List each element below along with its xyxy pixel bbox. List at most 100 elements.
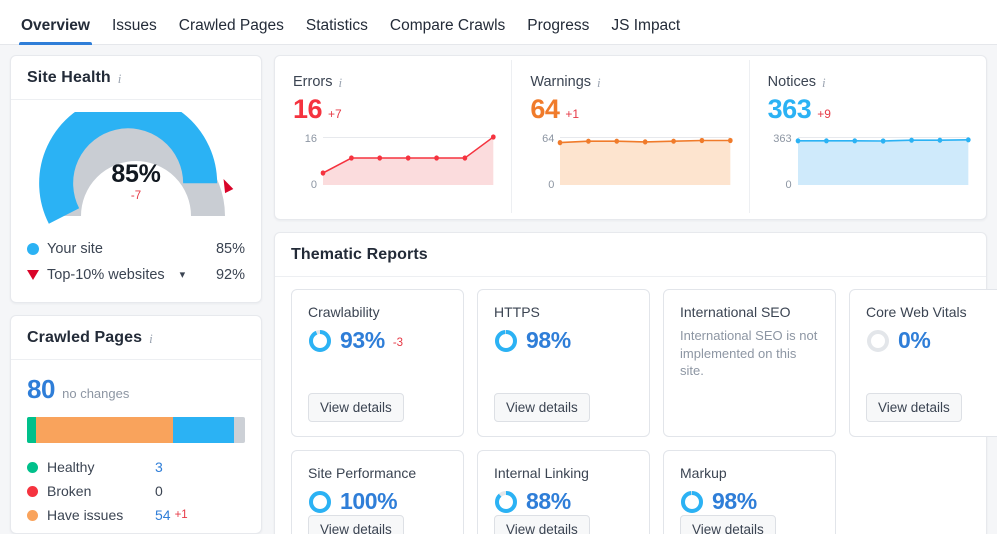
content-area: Site Health i 85% <box>0 45 997 534</box>
thematic-card-international-seo[interactable]: International SEO International SEO is no… <box>663 289 836 437</box>
tab-statistics[interactable]: Statistics <box>305 16 368 34</box>
bar-segment-blocked[interactable] <box>234 417 245 443</box>
tab-overview[interactable]: Overview <box>10 17 101 45</box>
crawled-pages-legend-row[interactable]: Have issues 54 +1 <box>27 503 245 527</box>
site-health-legend-row[interactable]: Top-10% websites ▾ 92% <box>27 262 245 288</box>
thematic-card-crawlability[interactable]: Crawlability 93% -3 View details <box>291 289 464 437</box>
metric-card-errors[interactable]: Errors i 16 +7 16 0 <box>275 60 513 213</box>
thematic-card-site-performance[interactable]: Site Performance 100% View details <box>291 450 464 534</box>
metric-card-warnings[interactable]: Warnings i 64 +1 64 0 <box>512 60 750 213</box>
thematic-card-core-web-vitals[interactable]: Core Web Vitals 0% View details <box>849 289 997 437</box>
thematic-reports-header: Thematic Reports <box>275 233 986 277</box>
thematic-row-1: Crawlability 93% -3 View details HTTPS 98% Vie… <box>291 289 997 437</box>
thematic-card-https[interactable]: HTTPS 98% View details <box>477 289 650 437</box>
legend-value: 92% <box>215 267 245 283</box>
chevron-down-icon[interactable]: ▾ <box>179 268 186 281</box>
site-health-legend: Your site 85% Top-10% websites ▾ 92% <box>27 236 245 288</box>
bar-segment-redirects[interactable] <box>173 417 235 443</box>
legend-triangle-icon <box>27 270 39 280</box>
score-ring-icon <box>681 490 703 513</box>
score-ring-icon <box>867 329 889 352</box>
metric-value: 16 <box>293 94 323 124</box>
tab-js-impact[interactable]: JS Impact <box>611 16 681 34</box>
view-details-button[interactable]: View details <box>308 515 404 534</box>
left-column: Site Health i 85% <box>10 55 262 534</box>
sparkline-point <box>490 134 496 140</box>
tab-crawled-pages[interactable]: Crawled Pages <box>178 16 284 34</box>
axis-max-label: 363 <box>773 133 792 145</box>
site-health-panel: Site Health i 85% <box>10 55 262 303</box>
metric-title: Notices <box>767 74 817 90</box>
axis-min-label: 0 <box>785 179 792 191</box>
thematic-card-title: Site Performance <box>308 465 417 481</box>
thematic-card-title: HTTPS <box>494 304 540 320</box>
site-health-gauge: 85% -7 <box>27 112 245 230</box>
sparkline-point <box>728 137 733 144</box>
legend-dot-icon <box>27 485 38 497</box>
metric-sparkline: 16 0 <box>293 133 496 191</box>
legend-label: Top-10% websites <box>47 267 165 283</box>
legend-label: Have issues <box>47 507 124 523</box>
sparkline-svg <box>320 134 496 185</box>
sparkline-point <box>434 155 439 161</box>
crawled-pages-header: Crawled Pages i <box>11 316 261 360</box>
view-details-button[interactable]: View details <box>494 393 590 422</box>
view-details-button[interactable]: View details <box>494 515 590 534</box>
info-icon[interactable]: i <box>338 74 343 90</box>
thematic-card-percent: 93% <box>340 327 385 353</box>
thematic-card-markup[interactable]: Markup 98% View details <box>663 450 836 534</box>
sparkline-point <box>557 140 563 146</box>
benchmark-marker-icon <box>223 179 234 194</box>
issue-metrics-row: Errors i 16 +7 16 0 Warnings i 64 +1 64 0 Notices i 36… <box>275 56 986 219</box>
metric-value: 64 <box>530 94 560 124</box>
info-icon[interactable]: i <box>597 74 601 90</box>
metric-delta: +9 <box>817 107 831 121</box>
score-ring-icon <box>309 329 331 352</box>
metric-delta: +1 <box>565 107 580 121</box>
bar-segment-healthy[interactable] <box>27 417 36 443</box>
sparkline-point <box>699 137 705 144</box>
bar-segment-have-issues[interactable] <box>35 417 174 443</box>
thematic-card-percent: 100% <box>340 488 398 514</box>
crawled-pages-legend-row[interactable]: Broken 0 <box>27 479 245 503</box>
thematic-card-percent: 88% <box>526 488 571 514</box>
metric-title: Errors <box>293 74 333 90</box>
legend-label: Your site <box>47 241 103 257</box>
tab-progress[interactable]: Progress <box>527 16 590 34</box>
info-icon[interactable]: i <box>117 70 122 86</box>
axis-min-label: 0 <box>548 179 555 191</box>
view-details-button[interactable]: View details <box>308 393 404 422</box>
thematic-card-score: 98% <box>680 488 821 515</box>
tab-compare-crawls[interactable]: Compare Crawls <box>389 16 506 34</box>
thematic-card-internal-linking[interactable]: Internal Linking 88% View details <box>477 450 650 534</box>
sparkline-point <box>349 155 354 161</box>
metric-sparkline: 64 0 <box>530 133 733 191</box>
view-details-button[interactable]: View details <box>680 515 776 534</box>
score-ring-icon <box>495 490 517 513</box>
crawled-pages-legend-row[interactable]: Healthy 3 <box>27 455 245 479</box>
legend-dot-icon <box>27 509 38 521</box>
sparkline-axis: 363 0 <box>768 133 798 191</box>
sparkline-point <box>586 138 592 144</box>
info-icon[interactable]: i <box>822 74 826 90</box>
gauge-svg <box>39 112 234 224</box>
thematic-card-delta: -3 <box>392 337 404 349</box>
crawled-pages-count: 80 <box>27 374 56 404</box>
sparkline-axis: 64 0 <box>530 133 560 191</box>
legend-dot-icon <box>27 461 38 473</box>
axis-min-label: 0 <box>310 179 317 191</box>
thematic-card-score: 0% <box>866 327 997 354</box>
crawled-pages-panel: Crawled Pages i 80 no changes Healthy 3 Br… <box>10 315 262 534</box>
tab-issues[interactable]: Issues <box>111 16 157 34</box>
sparkline-axis: 16 0 <box>293 133 323 191</box>
legend-circle-icon <box>27 243 39 255</box>
view-details-button[interactable]: View details <box>866 393 962 422</box>
crawled-pages-body: 80 no changes Healthy 3 Broken 0 Have issues… <box>11 360 261 533</box>
crawled-pages-stacked-bar[interactable] <box>27 417 245 443</box>
info-icon[interactable]: i <box>149 330 153 346</box>
legend-value: 3 <box>155 459 163 475</box>
crawled-pages-title: Crawled Pages <box>27 329 143 346</box>
thematic-reports-panel: Thematic Reports Crawlability 93% -3 View d… <box>274 232 997 534</box>
metric-card-notices[interactable]: Notices i 363 +9 363 0 <box>750 60 986 213</box>
site-health-title: Site Health <box>27 69 111 86</box>
